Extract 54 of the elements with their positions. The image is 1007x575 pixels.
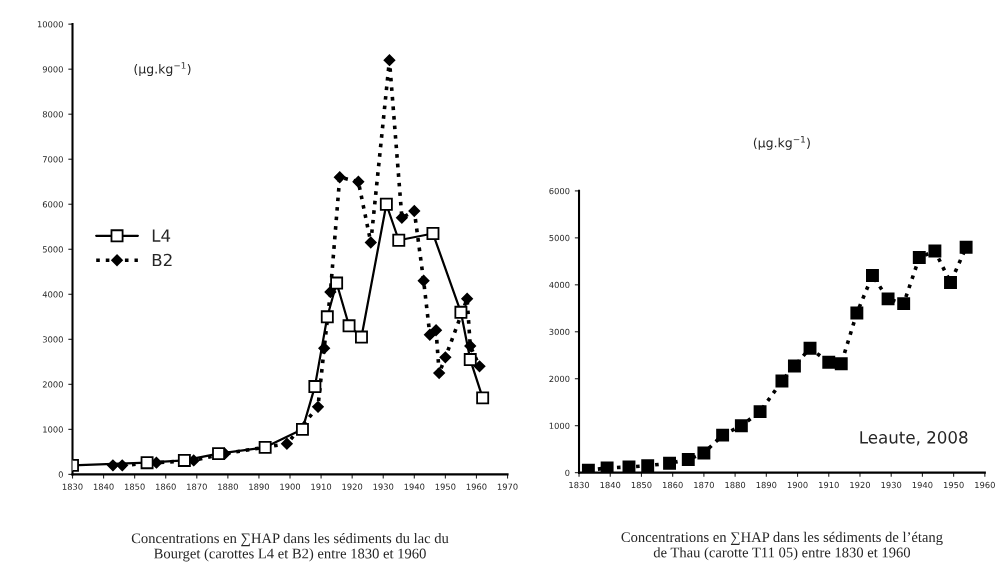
x-tick-label: 1970: [497, 483, 518, 490]
x-tick-label: 1930: [881, 481, 902, 489]
y-tick-label: 0: [58, 471, 63, 478]
x-tick-label: 1880: [725, 481, 746, 489]
annotation: (µg.kg$^{−1}$): [134, 62, 191, 76]
x-tick-label: 1920: [850, 481, 871, 489]
y-tick-label: 6000: [42, 201, 63, 208]
y-tick-label: 9000: [42, 66, 63, 73]
x-tick-label: 1860: [662, 481, 683, 489]
y-tick-label: 3000: [42, 336, 63, 343]
x-tick-label: 1890: [756, 481, 777, 489]
y-tick-label: 2000: [549, 375, 570, 383]
text: Concentrations en ∑HAP dans les sédiments de l’étang de Thau (carotte T11 05) entre 1830 et 1960: [621, 531, 943, 561]
x-tick-label: 1950: [943, 481, 964, 489]
y-tick-label: 5000: [549, 234, 570, 242]
y-tick-label: 3000: [549, 328, 570, 336]
x-tick-label: 1950: [435, 483, 456, 490]
x-tick-label: 1840: [93, 483, 114, 490]
x-tick-label: 1960: [975, 481, 995, 489]
annotation: Leaute, 2008: [860, 431, 968, 446]
y-tick-label: 5000: [42, 246, 63, 253]
y-tick-label: 6000: [549, 187, 570, 195]
x-tick-label: 1910: [311, 483, 332, 490]
y-tick-label: 1000: [43, 426, 63, 433]
y-tick-label: 1000: [549, 422, 570, 429]
x-tick-label: 1890: [249, 483, 269, 490]
x-tick-label: 1830: [62, 483, 83, 490]
x-tick-label: 1930: [373, 483, 394, 490]
y-tick-label: 7000: [42, 156, 63, 163]
x-tick-label: 1940: [912, 481, 933, 489]
y-tick-label: 10000: [37, 21, 63, 28]
x-tick-label: 1900: [787, 481, 808, 489]
x-tick-label: 1870: [187, 483, 207, 490]
x-tick-label: 1840: [600, 481, 621, 489]
text: (µg.kg$^{−1}$): [753, 136, 810, 150]
x-tick-label: 1860: [156, 483, 176, 490]
x-tick-label: 1940: [404, 483, 425, 490]
y-tick-label: 4000: [42, 291, 63, 298]
y-tick-label: 4000: [549, 281, 570, 289]
x-tick-label: 1850: [124, 483, 145, 490]
x-tick-label: 1850: [631, 481, 652, 489]
x-tick-label: 1830: [569, 481, 590, 489]
legend-label: B2: [152, 253, 172, 267]
legend-label: L4: [152, 229, 171, 242]
y-tick-label: 2000: [42, 381, 63, 388]
x-tick-label: 1870: [694, 481, 714, 489]
x-tick-label: 1910: [819, 481, 839, 489]
x-tick-label: 1920: [342, 483, 363, 490]
x-tick-label: 1900: [280, 483, 301, 490]
x-tick-label: 1960: [466, 483, 487, 490]
y-tick-label: 8000: [42, 111, 63, 118]
x-tick-label: 1880: [218, 483, 238, 490]
text: Concentrations en ∑HAP dans les sédiments du lac du Bourget (carottes L4 et B2) entre 1830 et 1960: [131, 532, 449, 562]
y-tick-label: 0: [565, 469, 570, 476]
